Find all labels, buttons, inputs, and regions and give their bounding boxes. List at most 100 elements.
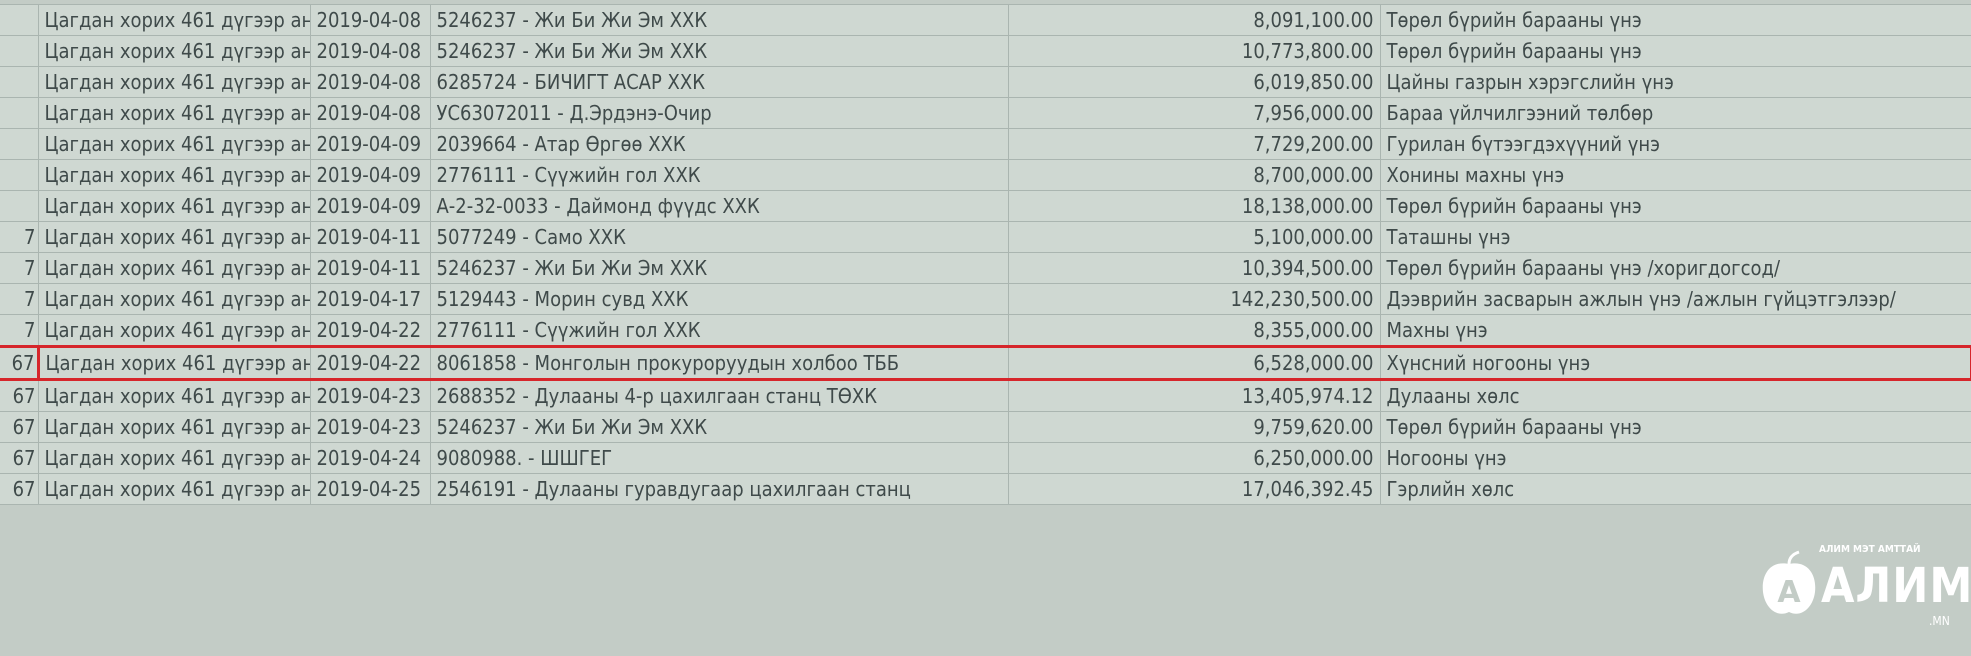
svg-text:A: A — [1777, 575, 1801, 610]
watermark: A АЛИМ МЭТ АМТТАЙ АЛИМ .MN — [1759, 542, 1971, 642]
description-cell: Таташны үнэ — [1379, 221, 1971, 253]
description-cell: Ногооны үнэ — [1379, 442, 1971, 474]
organization-cell: Цагдан хорих 461 дүгээр анги — [37, 411, 311, 443]
date-cell: 2019-04-08 — [309, 66, 431, 98]
amount-cell: 8,355,000.00 — [1007, 314, 1381, 347]
row-number-cell — [0, 128, 39, 160]
description-cell: Хүнсний ногооны үнэ — [1379, 345, 1971, 381]
organization-cell: Цагдан хорих 461 дүгээр анги — [37, 379, 311, 412]
date-cell: 2019-04-11 — [309, 221, 431, 253]
table-row: 7 Цагдан хорих 461 дүгээр анги 2019-04-17 5… — [0, 283, 1971, 315]
date-cell: 2019-04-09 — [309, 159, 431, 191]
vendor-cell: 2546191 - Дулааны гуравдугаар цахилгаан … — [429, 473, 1009, 505]
table-row: 67 Цагдан хорих 461 дүгээр анги 2019-04-24… — [0, 442, 1971, 474]
row-number-cell: 7 — [0, 314, 39, 347]
vendor-cell: 5129443 - Морин сувд ХХК — [429, 283, 1009, 315]
description-cell: Гэрлийн хөлс — [1379, 473, 1971, 505]
table-row: Цагдан хорих 461 дүгээр анги 2019-04-08 УС… — [0, 97, 1971, 129]
row-number-cell: 67 — [0, 411, 39, 443]
row-number-cell — [0, 190, 39, 222]
table-row: Цагдан хорих 461 дүгээр анги 2019-04-08 62… — [0, 66, 1971, 98]
organization-cell: Цагдан хорих 461 дүгээр анги — [37, 221, 311, 253]
description-cell: Бараа үйлчилгээний төлбөр — [1379, 97, 1971, 129]
table-row: 67 Цагдан хорих 461 дүгээр анги 2019-04-23… — [0, 379, 1971, 412]
date-cell: 2019-04-09 — [309, 128, 431, 160]
date-cell: 2019-04-08 — [309, 4, 431, 36]
vendor-cell: А-2-32-0033 - Даймонд фүүдс ХХК — [429, 190, 1009, 222]
amount-cell: 6,528,000.00 — [1007, 345, 1381, 381]
row-number-cell: 7 — [0, 252, 39, 284]
amount-cell: 142,230,500.00 — [1007, 283, 1381, 315]
highlighted-row: 67 Цагдан хорих 461 дүгээр анги 2019-04-22… — [0, 345, 1971, 381]
organization-cell: Цагдан хорих 461 дүгээр анги — [37, 4, 311, 36]
table-row: Цагдан хорих 461 дүгээр анги 2019-04-09 20… — [0, 128, 1971, 160]
vendor-cell: 6285724 - БИЧИГТ АСАР ХХК — [429, 66, 1009, 98]
vendor-cell: 8061858 - Монголын прокуроруудын холбоо … — [429, 345, 1009, 381]
organization-cell: Цагдан хорих 461 дүгээр анги — [37, 159, 311, 191]
organization-cell: Цагдан хорих 461 дүгээр анги — [37, 190, 311, 222]
date-cell: 2019-04-25 — [309, 473, 431, 505]
date-cell: 2019-04-23 — [309, 411, 431, 443]
organization-cell: Цагдан хорих 461 дүгээр анги — [37, 314, 311, 347]
table-row: Цагдан хорих 461 дүгээр анги 2019-04-09 А-… — [0, 190, 1971, 222]
row-number-cell: 67 — [0, 345, 39, 381]
organization-cell: Цагдан хорих 461 дүгээр анги — [37, 128, 311, 160]
description-cell: Төрөл бүрийн барааны үнэ /хоригдогсод/ — [1379, 252, 1971, 284]
date-cell: 2019-04-23 — [309, 379, 431, 412]
amount-cell: 8,700,000.00 — [1007, 159, 1381, 191]
domain: .MN — [1929, 614, 1950, 628]
row-number-cell: 7 — [0, 283, 39, 315]
amount-cell: 10,394,500.00 — [1007, 252, 1381, 284]
description-cell: Махны үнэ — [1379, 314, 1971, 347]
description-cell: Цайны газрын хэрэгслийн үнэ — [1379, 66, 1971, 98]
organization-cell: Цагдан хорих 461 дүгээр анги — [37, 442, 311, 474]
description-cell: Гурилан бүтээгдэхүүний үнэ — [1379, 128, 1971, 160]
spreadsheet: Цагдан хорих 461 дүгээр анги 2019-04-08 52… — [0, 4, 1971, 505]
description-cell: Төрөл бүрийн барааны үнэ — [1379, 411, 1971, 443]
organization-cell: Цагдан хорих 461 дүгээр анги — [36, 345, 311, 381]
row-number-cell — [0, 97, 39, 129]
row-number-cell — [0, 66, 39, 98]
date-cell: 2019-04-08 — [309, 35, 431, 67]
table-row: 67 Цагдан хорих 461 дүгээр анги 2019-04-23… — [0, 411, 1971, 443]
amount-cell: 9,759,620.00 — [1007, 411, 1381, 443]
amount-cell: 6,250,000.00 — [1007, 442, 1381, 474]
amount-cell: 13,405,974.12 — [1007, 379, 1381, 412]
vendor-cell: 5246237 - Жи Би Жи Эм ХХК — [429, 4, 1009, 36]
date-cell: 2019-04-08 — [309, 97, 431, 129]
row-number-cell: 7 — [0, 221, 39, 253]
date-cell: 2019-04-24 — [309, 442, 431, 474]
organization-cell: Цагдан хорих 461 дүгээр анги — [37, 473, 311, 505]
organization-cell: Цагдан хорих 461 дүгээр анги — [37, 66, 311, 98]
row-number-cell — [0, 159, 39, 191]
description-cell: Дулааны хөлс — [1379, 379, 1971, 412]
description-cell: Төрөл бүрийн барааны үнэ — [1379, 4, 1971, 36]
vendor-cell: 5246237 - Жи Би Жи Эм ХХК — [429, 35, 1009, 67]
date-cell: 2019-04-09 — [309, 190, 431, 222]
amount-cell: 10,773,800.00 — [1007, 35, 1381, 67]
organization-cell: Цагдан хорих 461 дүгээр анги — [37, 97, 311, 129]
amount-cell: 17,046,392.45 — [1007, 473, 1381, 505]
amount-cell: 7,956,000.00 — [1007, 97, 1381, 129]
table-row: 7 Цагдан хорих 461 дүгээр анги 2019-04-11 5… — [0, 252, 1971, 284]
description-cell: Дээврийн засварын ажлын үнэ /ажлын гүйцэ… — [1379, 283, 1971, 315]
row-number-cell — [0, 4, 39, 36]
amount-cell: 8,091,100.00 — [1007, 4, 1381, 36]
vendor-cell: 5246237 - Жи Би Жи Эм ХХК — [429, 252, 1009, 284]
row-number-cell: 67 — [0, 379, 39, 412]
vendor-cell: 2776111 - Сүүжийн гол ХХК — [429, 159, 1009, 191]
table-row: 7 Цагдан хорих 461 дүгээр анги 2019-04-11 5… — [0, 221, 1971, 253]
row-number-cell: 67 — [0, 473, 39, 505]
date-cell: 2019-04-22 — [309, 345, 431, 381]
amount-cell: 7,729,200.00 — [1007, 128, 1381, 160]
amount-cell: 18,138,000.00 — [1007, 190, 1381, 222]
date-cell: 2019-04-11 — [309, 252, 431, 284]
date-cell: 2019-04-22 — [309, 314, 431, 347]
row-number-cell — [0, 35, 39, 67]
organization-cell: Цагдан хорих 461 дүгээр анги — [37, 283, 311, 315]
vendor-cell: 9080988. - ШШГЕГ — [429, 442, 1009, 474]
table-row: 67 Цагдан хорих 461 дүгээр анги 2019-04-25… — [0, 473, 1971, 505]
vendor-cell: 5077249 - Само ХХК — [429, 221, 1009, 253]
logo-icon: A — [1762, 550, 1816, 614]
